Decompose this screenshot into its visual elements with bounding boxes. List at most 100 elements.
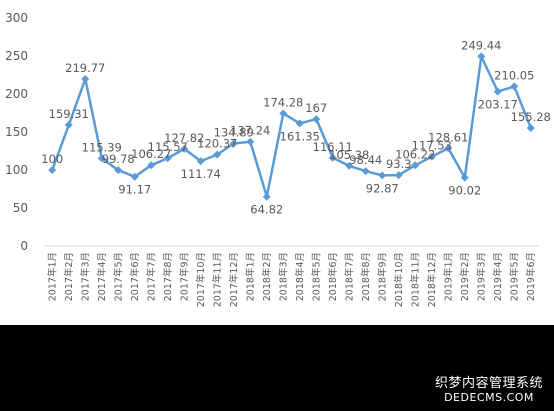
data-label: 111.74: [181, 167, 221, 181]
x-tick-label: 2017年2月: [63, 252, 75, 301]
series-line: [51, 55, 532, 198]
watermark-url: DEDECMS.COM: [444, 391, 534, 405]
data-point: [526, 123, 535, 132]
data-point: [460, 173, 469, 182]
x-tick-label: 2017年4月: [96, 252, 108, 301]
x-tick-label: 2017年3月: [79, 252, 91, 301]
chart-panel: 0 50 100 150 200 250 300 2017年1月 2017年2月 2017年3月…: [0, 0, 554, 325]
data-point: [427, 152, 436, 161]
data-label: 98.44: [349, 153, 382, 167]
watermark: 织梦内容管理系统 DEDECMS.COM: [430, 376, 548, 405]
x-tick-label: 2018年7月: [343, 252, 355, 301]
data-label: 99.78: [102, 152, 135, 166]
data-point: [163, 154, 172, 163]
data-point: [411, 161, 420, 170]
x-tick-label: 2018年2月: [261, 252, 273, 301]
data-label: 91.17: [118, 183, 151, 197]
data-point: [295, 119, 304, 128]
data-point: [262, 192, 271, 201]
data-label: 92.87: [366, 181, 399, 195]
y-tick-label: 100: [5, 163, 28, 177]
y-tick-label: 300: [5, 11, 28, 25]
data-label: 117.53: [412, 139, 452, 153]
data-point: [229, 139, 238, 148]
data-point: [147, 161, 156, 170]
data-point: [312, 115, 321, 124]
data-point: [378, 171, 387, 180]
data-label: 128.61: [428, 130, 468, 144]
data-label: 106.27: [131, 147, 171, 161]
data-point: [477, 52, 486, 61]
data-label: 64.82: [250, 203, 283, 217]
x-tick-label: 2019年1月: [442, 252, 454, 301]
data-point: [48, 166, 57, 174]
data-point: [444, 144, 453, 153]
data-label: 219.77: [65, 61, 105, 75]
data-point: [328, 153, 337, 162]
data-label: 116.11: [313, 140, 353, 154]
data-label: 100: [41, 152, 63, 166]
data-label: 127.82: [164, 131, 204, 145]
x-tick-label: 2017年5月: [112, 252, 124, 301]
data-point: [394, 171, 403, 180]
x-tick-label: 2018年3月: [277, 252, 289, 301]
data-label: 155.28: [511, 110, 551, 124]
x-tick-label: 2017年6月: [129, 252, 141, 301]
x-tick-label: 2018年1月: [244, 252, 256, 301]
x-tick-label: 2017年12月: [228, 252, 240, 307]
data-point: [493, 87, 502, 96]
data-point: [81, 74, 90, 83]
data-point: [510, 82, 519, 91]
x-tick-label: 2019年2月: [459, 252, 471, 301]
data-label: 134.89: [214, 125, 254, 139]
data-point: [345, 161, 354, 170]
data-label: 93.3: [386, 157, 412, 171]
data-label: 120.37: [197, 137, 237, 151]
x-tick-label: 2017年10月: [195, 252, 207, 307]
x-axis-labels: 2017年1月 2017年2月 2017年3月 2017年4月 2017年5月 2017年…: [46, 252, 537, 307]
data-label: 159.31: [49, 107, 89, 121]
x-tick-label: 2018年9月: [376, 252, 388, 301]
data-label: 174.28: [263, 96, 303, 110]
data-point: [213, 150, 222, 159]
x-tick-label: 2017年11月: [211, 252, 223, 307]
data-label: 167: [305, 101, 327, 115]
data-point: [246, 137, 255, 146]
x-tick-label: 2017年8月: [162, 252, 174, 301]
y-tick-label: 200: [5, 87, 28, 101]
data-label: 105.38: [329, 148, 369, 162]
y-tick-label: 150: [5, 125, 28, 139]
x-tick-label: 2018年8月: [360, 252, 372, 301]
x-tick-label: 2019年6月: [525, 252, 537, 301]
data-label: 203.17: [478, 98, 518, 112]
data-point: [64, 120, 73, 129]
line-chart: 0 50 100 150 200 250 300 2017年1月 2017年2月 2017年3月…: [5, 11, 551, 307]
y-axis-labels: 0 50 100 150 200 250 300: [5, 11, 28, 253]
data-label: 106.22: [395, 147, 435, 161]
data-point: [130, 172, 139, 181]
data-label: 115.39: [82, 140, 122, 154]
x-tick-label: 2018年5月: [310, 252, 322, 301]
series-markers: [48, 52, 535, 201]
data-point: [361, 167, 370, 176]
data-label: 90.02: [448, 184, 481, 198]
data-point: [279, 109, 288, 118]
x-tick-label: 2017年7月: [145, 252, 157, 301]
data-label: 137.24: [230, 124, 270, 138]
data-point: [196, 157, 205, 166]
data-label: 249.44: [461, 38, 501, 52]
data-point: [114, 166, 123, 175]
data-point: [180, 144, 189, 153]
x-tick-label: 2018年11月: [409, 252, 421, 307]
x-tick-label: 2018年6月: [327, 252, 339, 301]
x-tick-label: 2018年12月: [426, 252, 438, 307]
data-label: 115.57: [148, 140, 188, 154]
y-tick-label: 50: [13, 201, 28, 215]
y-tick-label: 250: [5, 49, 28, 63]
x-tick-label: 2019年5月: [508, 252, 520, 301]
x-tick-label: 2019年4月: [492, 252, 504, 301]
data-label: 161.35: [280, 129, 320, 143]
x-tick-label: 2017年1月: [46, 252, 58, 301]
watermark-title: 织梦内容管理系统: [434, 376, 543, 392]
